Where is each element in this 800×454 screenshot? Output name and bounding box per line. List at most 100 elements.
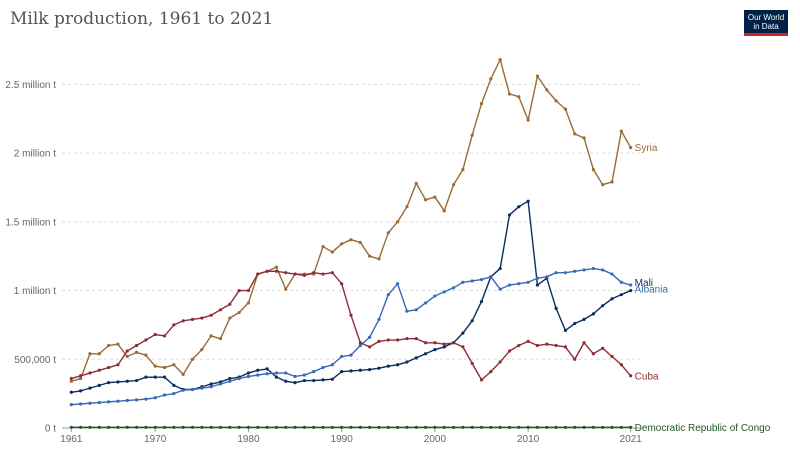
series-line[interactable] [71, 200, 631, 393]
data-point[interactable] [69, 390, 73, 394]
data-point[interactable] [237, 425, 241, 429]
data-point[interactable] [582, 317, 586, 322]
data-point[interactable] [554, 99, 558, 103]
data-point[interactable] [172, 323, 176, 327]
data-point[interactable] [396, 220, 400, 224]
data-point[interactable] [442, 342, 446, 346]
data-point[interactable] [414, 337, 418, 341]
data-point[interactable] [302, 373, 306, 377]
data-point[interactable] [144, 397, 148, 401]
data-point[interactable] [517, 282, 521, 286]
data-point[interactable] [563, 345, 568, 349]
data-point[interactable] [470, 425, 474, 429]
data-point[interactable] [629, 145, 633, 150]
data-point[interactable] [405, 425, 409, 429]
data-point[interactable] [125, 354, 129, 359]
data-point[interactable] [97, 400, 101, 405]
data-point[interactable] [433, 294, 437, 298]
data-point[interactable] [498, 266, 502, 271]
data-point[interactable] [368, 345, 372, 349]
data-point[interactable] [535, 425, 540, 429]
data-point[interactable] [629, 374, 633, 378]
data-point[interactable] [545, 425, 549, 429]
data-point[interactable] [97, 425, 101, 429]
data-point[interactable] [489, 370, 493, 374]
data-point[interactable] [79, 425, 83, 429]
data-point[interactable] [498, 287, 502, 291]
data-point[interactable] [414, 425, 418, 429]
data-point[interactable] [246, 425, 251, 429]
data-point[interactable] [321, 244, 325, 249]
data-point[interactable] [423, 198, 428, 202]
data-point[interactable] [88, 401, 92, 405]
data-point[interactable] [125, 398, 129, 403]
data-point[interactable] [377, 425, 381, 429]
data-point[interactable] [321, 365, 325, 370]
data-point[interactable] [144, 338, 148, 342]
data-point[interactable] [386, 293, 390, 297]
data-point[interactable] [619, 129, 623, 133]
data-point[interactable] [265, 269, 269, 273]
data-point[interactable] [573, 321, 577, 326]
data-point[interactable] [451, 286, 456, 290]
data-point[interactable] [190, 425, 195, 429]
data-point[interactable] [162, 393, 167, 397]
data-point[interactable] [246, 288, 251, 293]
data-point[interactable] [498, 360, 502, 364]
data-point[interactable] [172, 363, 176, 367]
data-point[interactable] [312, 425, 316, 429]
data-point[interactable] [228, 379, 232, 383]
data-point[interactable] [107, 381, 111, 385]
data-point[interactable] [610, 297, 614, 301]
data-point[interactable] [284, 271, 288, 275]
data-point[interactable] [423, 301, 428, 305]
data-point[interactable] [274, 425, 279, 429]
data-point[interactable] [610, 354, 614, 359]
data-point[interactable] [601, 183, 605, 187]
data-point[interactable] [507, 283, 512, 287]
data-point[interactable] [377, 366, 381, 370]
data-point[interactable] [489, 275, 493, 279]
data-point[interactable] [162, 375, 167, 379]
data-point[interactable] [405, 360, 409, 364]
data-point[interactable] [498, 425, 502, 429]
data-point[interactable] [479, 277, 484, 282]
data-point[interactable] [582, 268, 586, 272]
data-point[interactable] [200, 386, 204, 390]
data-point[interactable] [162, 425, 167, 429]
data-point[interactable] [433, 348, 437, 352]
data-point[interactable] [461, 331, 465, 335]
data-point[interactable] [69, 376, 73, 381]
data-point[interactable] [293, 381, 297, 385]
data-point[interactable] [358, 240, 362, 245]
data-point[interactable] [190, 317, 195, 322]
data-point[interactable] [274, 375, 279, 379]
data-point[interactable] [423, 425, 428, 429]
data-point[interactable] [442, 209, 446, 213]
data-point[interactable] [619, 363, 623, 367]
data-point[interactable] [451, 341, 456, 345]
data-point[interactable] [451, 183, 456, 187]
data-point[interactable] [377, 257, 381, 261]
data-point[interactable] [69, 425, 73, 429]
data-point[interactable] [554, 306, 558, 311]
data-point[interactable] [526, 199, 530, 203]
data-point[interactable] [330, 363, 334, 367]
data-point[interactable] [256, 425, 260, 429]
data-point[interactable] [162, 334, 167, 338]
data-point[interactable] [116, 363, 120, 367]
data-point[interactable] [526, 425, 530, 429]
data-point[interactable] [619, 425, 623, 429]
data-point[interactable] [610, 272, 614, 276]
data-point[interactable] [545, 342, 549, 346]
data-point[interactable] [228, 302, 232, 306]
data-point[interactable] [153, 375, 157, 379]
data-point[interactable] [386, 231, 390, 235]
series-line[interactable] [71, 270, 632, 381]
data-point[interactable] [405, 337, 409, 341]
data-point[interactable] [433, 341, 437, 345]
data-point[interactable] [573, 269, 577, 273]
data-point[interactable] [554, 343, 558, 348]
data-point[interactable] [97, 352, 101, 356]
data-point[interactable] [349, 238, 353, 242]
